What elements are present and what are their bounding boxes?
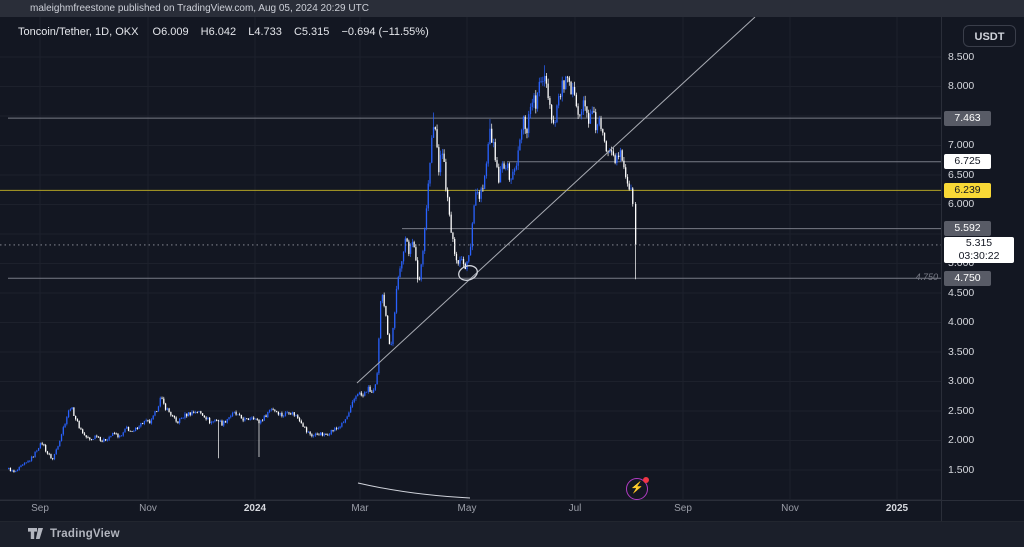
last-price-value: 5.315 [965, 236, 993, 249]
time-tick-label: Jul [568, 503, 582, 514]
attribution-bar: maleighmfreestone published on TradingVi… [0, 0, 1024, 17]
price-tick-label: 8.500 [948, 50, 975, 63]
time-axis-separator [0, 500, 1024, 501]
time-tick-label: 2024 [243, 503, 267, 514]
legend-close-value: C5.315 [293, 26, 330, 38]
price-tick-label: 8.000 [948, 80, 975, 92]
attribution-text: maleighmfreestone published on TradingVi… [30, 3, 369, 14]
price-level-badge: 4.750 [944, 270, 991, 286]
tradingview-logo-text: TradingView [50, 528, 120, 540]
lightning-bolt-icon: ⚡ [630, 482, 644, 494]
legend-open-value: O6.009 [152, 26, 189, 38]
grid [0, 17, 941, 500]
price-tick-label: 4.500 [948, 286, 975, 299]
legend-change-value: −0.694 (−11.55%) [341, 26, 429, 38]
ellipse-drawing [458, 265, 478, 281]
price-tick-label: 2.000 [948, 434, 975, 446]
tradingview-logo-icon [28, 528, 43, 539]
time-tick-label: Nov [781, 503, 799, 514]
time-tick-label: May [457, 503, 477, 514]
legend-low-value: L4.733 [248, 26, 282, 38]
time-tick-label: Sep [674, 503, 692, 514]
price-level-badge: 6.725 [944, 154, 991, 170]
level-price-label: 4.750 [915, 272, 938, 283]
price-tick-label: 1.500 [948, 463, 975, 476]
price-level-badge: 6.239 [944, 182, 991, 198]
time-tick-label: Nov [139, 503, 157, 514]
trendline-drawing [356, 17, 756, 384]
notification-dot [643, 477, 649, 483]
price-tick-label: 2.500 [948, 404, 975, 417]
price-levels [0, 117, 941, 279]
candles [8, 65, 637, 473]
arc-drawing [357, 482, 471, 499]
chart-drawings [356, 17, 756, 499]
time-tick-label: Mar [351, 503, 369, 514]
price-tick-label: 3.000 [948, 375, 975, 387]
price-level-badge: 7.463 [944, 110, 991, 126]
price-tick-label: 4.000 [948, 316, 975, 328]
symbol-title: Toncoin/Tether, 1D, OKX [18, 26, 139, 38]
price-tick-label: 6.500 [948, 168, 975, 181]
chart-pane[interactable] [0, 17, 941, 500]
flash-reaction-icon[interactable]: ⚡ [626, 477, 649, 500]
legend-high-value: H6.042 [200, 26, 237, 38]
time-tick-label: Sep [31, 503, 49, 514]
price-tick-label: 6.000 [948, 198, 975, 210]
price-tick-label: 7.000 [948, 139, 975, 151]
chart-legend: Toncoin/Tether, 1D, OKX O6.009 H6.042 L4… [18, 26, 438, 38]
price-level-badge: 5.592 [944, 221, 991, 237]
last-price-badge: 5.315 03:30:22 [944, 236, 1014, 263]
price-scale-separator [941, 17, 942, 521]
price-tick-label: 3.500 [948, 345, 975, 358]
bar-countdown: 03:30:22 [958, 249, 1000, 262]
tradingview-logo-link[interactable]: TradingView [28, 526, 120, 542]
footer-band [0, 522, 1024, 547]
time-tick-label: 2025 [885, 503, 909, 514]
currency-usdt-button[interactable]: USDT [963, 25, 1016, 47]
footer-separator [0, 521, 1024, 522]
